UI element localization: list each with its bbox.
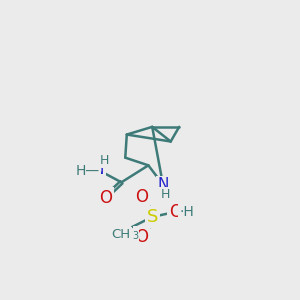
- Text: N: N: [157, 177, 169, 192]
- Text: O: O: [169, 202, 182, 220]
- Text: H: H: [100, 154, 109, 167]
- Text: H: H: [160, 188, 170, 201]
- Text: O: O: [100, 189, 112, 207]
- Text: 3: 3: [132, 231, 138, 241]
- Text: H—: H—: [76, 164, 100, 178]
- Text: S: S: [146, 208, 158, 226]
- Text: O: O: [135, 188, 148, 206]
- Text: O: O: [135, 228, 148, 246]
- Text: ·H: ·H: [179, 205, 194, 219]
- Text: N: N: [93, 163, 104, 178]
- Text: CH: CH: [112, 229, 131, 242]
